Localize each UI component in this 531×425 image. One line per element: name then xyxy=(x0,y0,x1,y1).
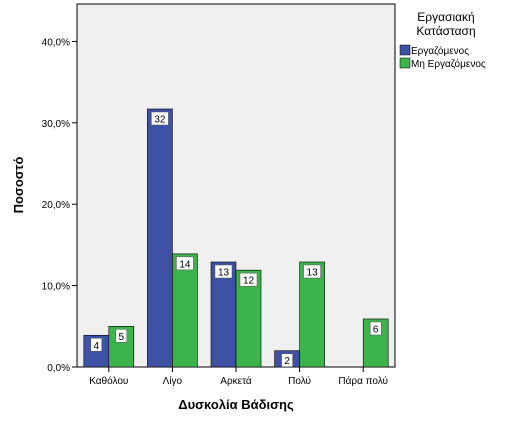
bar xyxy=(299,261,325,368)
data-label: 12 xyxy=(243,276,255,287)
data-label-box xyxy=(115,329,128,343)
x-tick-label: Πάρα πολύ xyxy=(338,375,388,387)
data-labels: 4 5 32 14 13 12 2 13 6 xyxy=(90,111,382,367)
data-label-box xyxy=(151,111,169,126)
bar xyxy=(210,261,237,368)
bars xyxy=(83,108,389,368)
legend-swatch-unemployed xyxy=(399,57,411,69)
data-label-box xyxy=(239,272,258,287)
data-label-box xyxy=(176,256,194,271)
x-axis: Καθόλου Λίγο Αρκετά Πολύ Πάρα πολύ xyxy=(89,367,388,387)
data-label-box xyxy=(303,264,321,279)
x-tick-label: Πολύ xyxy=(288,375,311,387)
data-label-box xyxy=(214,264,233,279)
data-label: 6 xyxy=(373,324,379,335)
y-axis: 0,0% 10,0% 20,0% 30,0% 40,0% xyxy=(42,37,77,374)
data-label-box xyxy=(90,338,103,352)
legend: Εργασιακή Κατάσταση Εργαζόμενος Μη Εργαζ… xyxy=(399,10,486,70)
data-label-box xyxy=(369,321,382,336)
bar xyxy=(172,253,198,368)
data-label: 5 xyxy=(119,332,125,343)
legend-label-unemployed: Μη Εργαζόμενος xyxy=(411,58,486,70)
data-label: 13 xyxy=(307,268,319,279)
y-tick-label: 0,0% xyxy=(47,363,70,374)
data-label: 4 xyxy=(94,341,100,352)
x-tick-label: Αρκετά xyxy=(220,375,252,387)
data-label: 14 xyxy=(179,259,191,270)
y-tick-label: 20,0% xyxy=(42,200,70,211)
x-tick-label: Λίγο xyxy=(163,375,183,387)
legend-title-line2: Κατάσταση xyxy=(416,24,475,38)
data-label-box xyxy=(281,353,293,367)
legend-swatch-employed xyxy=(399,44,411,56)
y-tick-label: 10,0% xyxy=(42,282,70,293)
x-tick-label: Καθόλου xyxy=(89,375,128,387)
bar xyxy=(108,326,135,368)
y-axis-title: Ποσοστό xyxy=(11,157,26,214)
bar xyxy=(147,108,173,368)
y-tick-label: 40,0% xyxy=(42,37,70,48)
data-label: 13 xyxy=(218,268,230,279)
data-label: 2 xyxy=(284,356,290,367)
data-label: 32 xyxy=(154,114,166,125)
legend-title-line1: Εργασιακή xyxy=(417,10,474,24)
x-axis-title: Δυσκολία Βάδισης xyxy=(178,397,294,412)
legend-label-employed: Εργαζόμενος xyxy=(411,45,469,57)
y-tick-label: 30,0% xyxy=(42,119,70,130)
